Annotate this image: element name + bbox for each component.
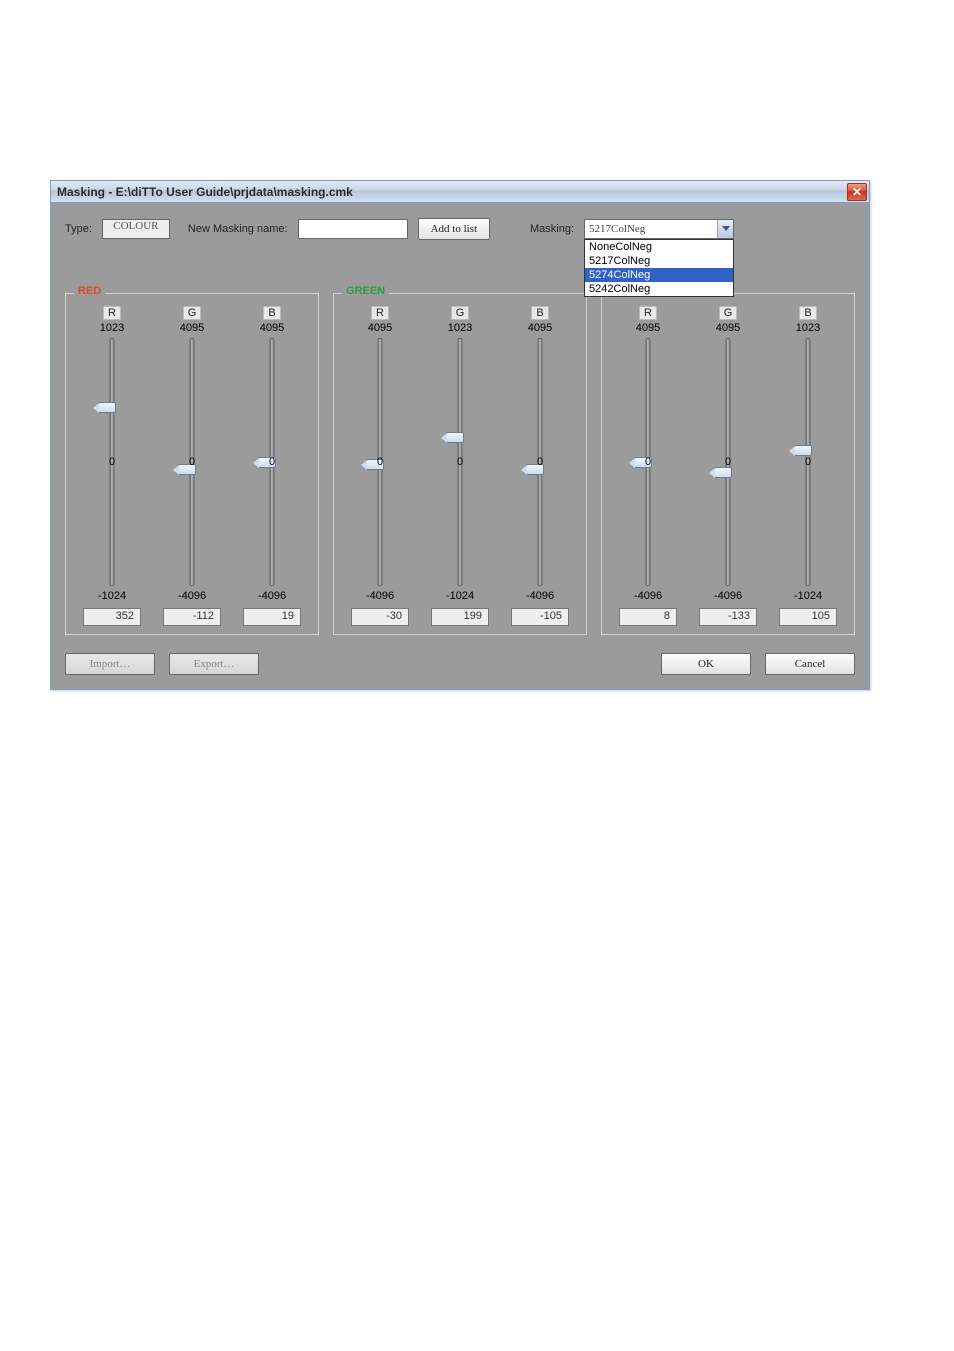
slider-max: 4095 xyxy=(693,322,763,334)
slider-min: -4096 xyxy=(345,590,415,602)
slider-min: -1024 xyxy=(77,590,147,602)
slider-blue-r: R 4095 0 -4096 8 xyxy=(613,306,683,626)
slider-track[interactable]: 4095 0 -4096 xyxy=(505,322,575,602)
group-label: RED xyxy=(74,285,105,297)
slider-value[interactable]: 8 xyxy=(619,608,677,626)
cancel-button[interactable]: Cancel xyxy=(765,653,855,675)
masking-dialog: Masking - E:\diTTo User Guide\prjdata\ma… xyxy=(50,180,870,690)
close-icon[interactable]: ✕ xyxy=(847,183,867,201)
slider-min: -4096 xyxy=(505,590,575,602)
channel-label: B xyxy=(263,306,280,320)
slider-max: 4095 xyxy=(237,322,307,334)
slider-thumb[interactable] xyxy=(98,402,116,413)
slider-mid: 0 xyxy=(425,456,495,468)
masking-dropdown[interactable]: NoneColNeg5217ColNeg5274ColNeg5242ColNeg xyxy=(584,239,734,297)
slider-value[interactable]: -30 xyxy=(351,608,409,626)
slider-min: -4096 xyxy=(157,590,227,602)
newname-input[interactable] xyxy=(298,219,408,239)
slider-mid: 0 xyxy=(237,456,307,468)
slider-value[interactable]: 19 xyxy=(243,608,301,626)
slider-min: -4096 xyxy=(693,590,763,602)
channel-label: G xyxy=(451,306,470,320)
slider-mid: 0 xyxy=(613,456,683,468)
masking-label: Masking: xyxy=(530,223,574,235)
slider-mid: 0 xyxy=(345,456,415,468)
slider-red-b: B 4095 0 -4096 19 xyxy=(237,306,307,626)
dropdown-item[interactable]: 5274ColNeg xyxy=(585,268,733,282)
channel-label: R xyxy=(639,306,657,320)
import-button[interactable]: Import… xyxy=(65,653,155,675)
group-green: GREENR40950-4096-30G10230-1024199B40950-… xyxy=(333,293,587,635)
slider-max: 4095 xyxy=(157,322,227,334)
slider-red-r: R 1023 0 -1024 352 xyxy=(77,306,147,626)
masking-combo[interactable]: 5217ColNeg xyxy=(584,219,734,239)
window-title: Masking - E:\diTTo User Guide\prjdata\ma… xyxy=(57,185,353,199)
type-label: Type: xyxy=(65,223,92,235)
chevron-down-icon[interactable] xyxy=(717,220,733,238)
slider-track[interactable]: 4095 0 -4096 xyxy=(237,322,307,602)
dropdown-item[interactable]: 5217ColNeg xyxy=(585,254,733,268)
channel-label: B xyxy=(531,306,548,320)
slider-mid: 0 xyxy=(157,456,227,468)
titlebar[interactable]: Masking - E:\diTTo User Guide\prjdata\ma… xyxy=(51,181,869,203)
slider-blue-g: G 4095 0 -4096 -133 xyxy=(693,306,763,626)
slider-red-g: G 4095 0 -4096 -112 xyxy=(157,306,227,626)
slider-green-g: G 1023 0 -1024 199 xyxy=(425,306,495,626)
ok-button[interactable]: OK xyxy=(661,653,751,675)
slider-mid: 0 xyxy=(77,456,147,468)
slider-track[interactable]: 1023 0 -1024 xyxy=(773,322,843,602)
slider-track[interactable]: 1023 0 -1024 xyxy=(425,322,495,602)
slider-max: 4095 xyxy=(505,322,575,334)
slider-min: -4096 xyxy=(237,590,307,602)
slider-value[interactable]: 352 xyxy=(83,608,141,626)
slider-track[interactable]: 4095 0 -4096 xyxy=(345,322,415,602)
slider-value[interactable]: -112 xyxy=(163,608,221,626)
slider-track[interactable]: 1023 0 -1024 xyxy=(77,322,147,602)
masking-selected: 5217ColNeg xyxy=(589,223,645,235)
slider-min: -1024 xyxy=(773,590,843,602)
slider-min: -4096 xyxy=(613,590,683,602)
slider-thumb[interactable] xyxy=(446,432,464,443)
slider-green-b: B 4095 0 -4096 -105 xyxy=(505,306,575,626)
slider-min: -1024 xyxy=(425,590,495,602)
group-red: REDR10230-1024352G40950-4096-112B40950-4… xyxy=(65,293,319,635)
newname-label: New Masking name: xyxy=(188,223,288,235)
slider-mid: 0 xyxy=(693,456,763,468)
channel-label: R xyxy=(371,306,389,320)
slider-max: 1023 xyxy=(773,322,843,334)
slider-green-r: R 4095 0 -4096 -30 xyxy=(345,306,415,626)
channel-label: R xyxy=(103,306,121,320)
slider-max: 1023 xyxy=(425,322,495,334)
slider-value[interactable]: -105 xyxy=(511,608,569,626)
slider-value[interactable]: -133 xyxy=(699,608,757,626)
channel-label: G xyxy=(183,306,202,320)
slider-value[interactable]: 105 xyxy=(779,608,837,626)
slider-track[interactable]: 4095 0 -4096 xyxy=(613,322,683,602)
dropdown-item[interactable]: NoneColNeg xyxy=(585,240,733,254)
slider-mid: 0 xyxy=(505,456,575,468)
type-field: COLOUR xyxy=(102,219,170,239)
slider-value[interactable]: 199 xyxy=(431,608,489,626)
slider-max: 4095 xyxy=(345,322,415,334)
slider-max: 4095 xyxy=(613,322,683,334)
slider-mid: 0 xyxy=(773,456,843,468)
dropdown-item[interactable]: 5242ColNeg xyxy=(585,282,733,296)
slider-thumb[interactable] xyxy=(794,445,812,456)
slider-track[interactable]: 4095 0 -4096 xyxy=(157,322,227,602)
slider-track[interactable]: 4095 0 -4096 xyxy=(693,322,763,602)
slider-max: 1023 xyxy=(77,322,147,334)
slider-blue-b: B 1023 0 -1024 105 xyxy=(773,306,843,626)
export-button[interactable]: Export… xyxy=(169,653,259,675)
slider-thumb[interactable] xyxy=(714,467,732,478)
group-blue: BLUER40950-40968G40950-4096-133B10230-10… xyxy=(601,293,855,635)
add-to-list-button[interactable]: Add to list xyxy=(418,218,490,240)
channel-label: G xyxy=(719,306,738,320)
channel-label: B xyxy=(799,306,816,320)
group-label: GREEN xyxy=(342,285,389,297)
